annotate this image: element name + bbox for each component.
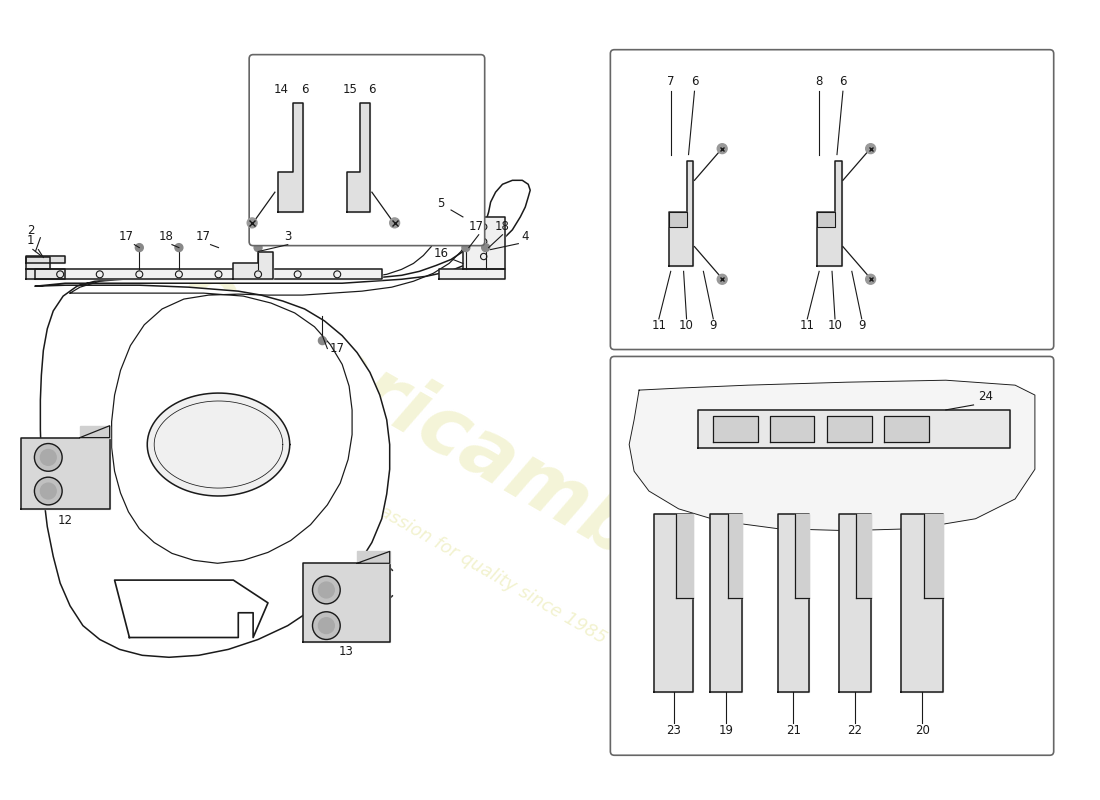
Text: 17: 17 [330, 342, 344, 355]
Text: 6: 6 [691, 75, 698, 88]
Polygon shape [817, 161, 842, 266]
FancyBboxPatch shape [610, 357, 1054, 755]
Text: 20: 20 [914, 725, 929, 738]
Circle shape [175, 244, 183, 251]
Polygon shape [35, 270, 382, 279]
Text: euroricambi: euroricambi [166, 250, 678, 590]
Polygon shape [698, 410, 1010, 447]
Text: 2: 2 [26, 224, 34, 237]
Polygon shape [80, 426, 110, 438]
Circle shape [135, 244, 143, 251]
Circle shape [866, 274, 876, 284]
Polygon shape [463, 217, 506, 270]
Polygon shape [839, 514, 870, 692]
Circle shape [254, 244, 262, 251]
Polygon shape [147, 393, 289, 496]
Polygon shape [35, 180, 530, 658]
Text: 6: 6 [839, 75, 847, 88]
Polygon shape [675, 514, 693, 598]
Text: 16: 16 [433, 246, 449, 259]
Text: 17: 17 [196, 230, 211, 242]
Polygon shape [713, 416, 758, 442]
Text: 13: 13 [339, 646, 353, 658]
Text: 17: 17 [119, 230, 134, 242]
Text: 17: 17 [469, 220, 483, 233]
Polygon shape [711, 514, 742, 692]
Circle shape [717, 274, 727, 284]
Text: 11: 11 [651, 318, 667, 332]
Circle shape [312, 612, 340, 639]
Text: 9: 9 [710, 318, 717, 332]
Text: 15: 15 [343, 83, 358, 96]
Text: a passion for quality since 1985: a passion for quality since 1985 [352, 489, 609, 648]
Circle shape [866, 144, 876, 154]
Text: 12: 12 [57, 514, 73, 526]
Text: 18: 18 [495, 220, 510, 233]
Circle shape [482, 244, 490, 251]
Text: 23: 23 [667, 725, 681, 738]
Text: 9: 9 [858, 318, 866, 332]
Text: 6: 6 [300, 83, 308, 96]
Text: 5: 5 [438, 197, 444, 210]
Text: 10: 10 [827, 318, 843, 332]
Polygon shape [901, 514, 943, 692]
Circle shape [318, 337, 327, 345]
Text: 4: 4 [521, 230, 529, 242]
Polygon shape [653, 514, 693, 692]
FancyBboxPatch shape [250, 54, 485, 246]
Polygon shape [669, 161, 693, 266]
Text: 6: 6 [368, 83, 375, 96]
Text: 10: 10 [679, 318, 694, 332]
Polygon shape [21, 438, 110, 509]
Circle shape [312, 576, 340, 604]
Polygon shape [302, 563, 389, 642]
Circle shape [462, 244, 470, 251]
Text: 1: 1 [26, 234, 34, 246]
Polygon shape [669, 212, 686, 227]
Polygon shape [817, 212, 835, 227]
Polygon shape [827, 416, 871, 442]
Text: 11: 11 [800, 318, 815, 332]
Circle shape [318, 618, 334, 634]
Text: 3: 3 [284, 230, 292, 242]
Polygon shape [348, 103, 370, 212]
Circle shape [41, 450, 56, 466]
Circle shape [717, 144, 727, 154]
FancyBboxPatch shape [610, 50, 1054, 350]
Polygon shape [629, 380, 1035, 530]
Polygon shape [358, 551, 389, 563]
Polygon shape [25, 270, 65, 279]
Text: 7: 7 [667, 75, 674, 88]
Polygon shape [439, 270, 506, 279]
Polygon shape [884, 416, 930, 442]
Polygon shape [795, 514, 810, 598]
Circle shape [34, 477, 62, 505]
Polygon shape [278, 103, 303, 212]
Text: 14: 14 [273, 83, 288, 96]
Polygon shape [728, 514, 743, 598]
Text: 18: 18 [158, 230, 174, 242]
Polygon shape [770, 416, 814, 442]
Text: 22: 22 [847, 725, 862, 738]
Text: 8: 8 [815, 75, 823, 88]
Polygon shape [25, 255, 65, 263]
Polygon shape [233, 251, 273, 279]
Polygon shape [778, 514, 810, 692]
Polygon shape [114, 580, 268, 638]
Circle shape [318, 582, 334, 598]
Circle shape [248, 218, 257, 228]
Text: 21: 21 [785, 725, 801, 738]
Text: 24: 24 [978, 390, 993, 403]
Polygon shape [924, 514, 943, 598]
Circle shape [389, 218, 399, 228]
Text: 19: 19 [718, 725, 734, 738]
Polygon shape [25, 257, 51, 270]
Circle shape [41, 483, 56, 499]
Polygon shape [857, 514, 870, 598]
Circle shape [34, 443, 62, 471]
